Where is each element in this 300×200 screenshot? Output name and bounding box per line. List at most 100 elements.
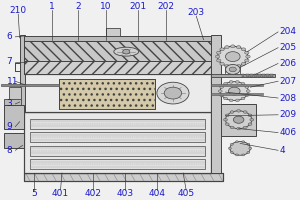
Bar	[24, 36, 211, 41]
Circle shape	[157, 82, 189, 104]
Ellipse shape	[250, 118, 254, 121]
Text: 9: 9	[7, 122, 12, 131]
Ellipse shape	[241, 48, 246, 51]
Circle shape	[123, 49, 130, 54]
Bar	[20, 35, 25, 112]
Bar	[24, 41, 211, 61]
Ellipse shape	[217, 51, 221, 54]
Ellipse shape	[114, 47, 139, 56]
Ellipse shape	[242, 141, 245, 143]
Text: 2: 2	[75, 2, 81, 11]
Ellipse shape	[218, 90, 222, 92]
Bar	[4, 99, 21, 105]
Text: 5: 5	[32, 189, 37, 198]
Ellipse shape	[246, 55, 250, 58]
Ellipse shape	[230, 143, 233, 145]
Text: 10: 10	[100, 2, 112, 11]
Ellipse shape	[224, 118, 227, 121]
Text: 402: 402	[84, 189, 101, 198]
Ellipse shape	[231, 65, 235, 68]
Ellipse shape	[225, 123, 229, 125]
Ellipse shape	[241, 82, 245, 85]
Ellipse shape	[220, 86, 224, 88]
Ellipse shape	[237, 110, 241, 112]
Text: 8: 8	[7, 146, 12, 155]
Bar	[211, 74, 275, 77]
Text: 202: 202	[157, 2, 174, 11]
Ellipse shape	[236, 65, 241, 68]
Ellipse shape	[242, 154, 245, 156]
Bar	[1, 84, 59, 86]
Text: 11: 11	[7, 77, 18, 86]
Bar	[10, 87, 21, 100]
Text: 206: 206	[280, 59, 297, 68]
Ellipse shape	[236, 99, 239, 102]
Text: 404: 404	[148, 189, 165, 198]
Bar	[24, 112, 211, 173]
Ellipse shape	[236, 46, 241, 49]
Ellipse shape	[225, 46, 229, 49]
Text: 7: 7	[7, 57, 12, 66]
Ellipse shape	[220, 62, 224, 65]
Text: 201: 201	[129, 2, 146, 11]
Text: 203: 203	[188, 8, 205, 17]
Ellipse shape	[244, 51, 249, 54]
Bar	[24, 112, 211, 173]
Bar	[4, 133, 24, 148]
Ellipse shape	[225, 65, 229, 68]
Ellipse shape	[230, 126, 234, 129]
Bar	[211, 93, 263, 95]
Text: 207: 207	[280, 77, 297, 86]
Circle shape	[229, 67, 236, 72]
Ellipse shape	[229, 99, 233, 102]
Ellipse shape	[230, 111, 234, 113]
Bar	[24, 173, 223, 181]
Bar	[24, 41, 211, 61]
Ellipse shape	[246, 90, 250, 92]
Bar	[59, 79, 155, 109]
Text: 208: 208	[280, 94, 297, 103]
Bar	[59, 79, 155, 109]
Ellipse shape	[248, 114, 252, 117]
Bar	[221, 104, 256, 136]
Circle shape	[220, 82, 248, 101]
Ellipse shape	[236, 154, 238, 156]
Circle shape	[230, 141, 250, 155]
Bar	[246, 74, 249, 77]
Text: 6: 6	[7, 32, 12, 41]
Circle shape	[226, 52, 240, 62]
Ellipse shape	[220, 94, 224, 97]
Ellipse shape	[243, 126, 247, 129]
Text: 406: 406	[280, 128, 297, 137]
Ellipse shape	[236, 81, 239, 83]
Bar	[30, 132, 205, 142]
Text: 405: 405	[178, 189, 195, 198]
Circle shape	[233, 116, 244, 123]
Text: 1: 1	[49, 2, 55, 11]
Ellipse shape	[215, 55, 220, 58]
Ellipse shape	[217, 59, 221, 62]
Bar	[30, 146, 205, 156]
Ellipse shape	[247, 143, 250, 145]
Ellipse shape	[241, 97, 245, 100]
Bar	[266, 74, 269, 77]
Ellipse shape	[245, 86, 249, 88]
Text: 3: 3	[7, 99, 12, 108]
Ellipse shape	[245, 94, 249, 97]
Text: 210: 210	[10, 6, 27, 15]
Ellipse shape	[236, 141, 238, 143]
Bar	[30, 159, 205, 169]
Ellipse shape	[243, 111, 247, 113]
Bar	[24, 173, 223, 181]
Bar	[30, 119, 205, 129]
Bar	[254, 74, 257, 77]
Bar	[24, 74, 211, 112]
Text: 403: 403	[116, 189, 133, 198]
Bar	[242, 74, 244, 77]
Bar	[4, 105, 24, 129]
Ellipse shape	[231, 45, 235, 48]
Text: 209: 209	[280, 110, 297, 119]
Bar	[24, 61, 211, 74]
Ellipse shape	[220, 48, 224, 51]
Ellipse shape	[228, 147, 231, 149]
